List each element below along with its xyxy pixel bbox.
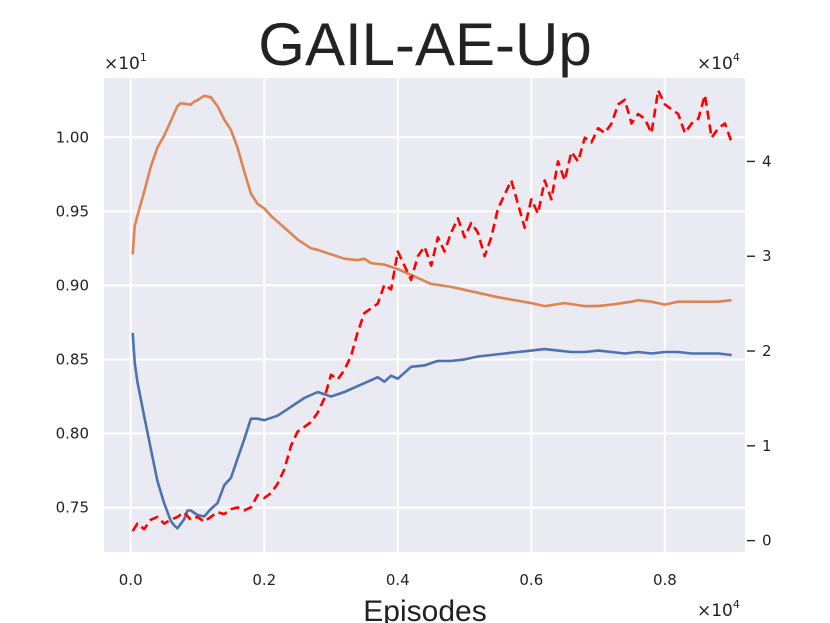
- ticks-layer: 0.0 0.2 0.4 0.6 0.8 0.75 0.80 0.85 0.90 0.95 1.00 0…: [56, 128, 772, 589]
- y2-axis-multiplier: ×104: [697, 51, 740, 74]
- y-tick-label: 1.00: [56, 128, 89, 146]
- x-axis-label: Episodes: [363, 595, 486, 623]
- series-line-2: [131, 332, 732, 530]
- series-layer: [131, 89, 733, 532]
- y-tick-label: 0.85: [56, 350, 89, 368]
- y2-tick-label: 1: [762, 437, 772, 455]
- x-tick-label: 0.2: [252, 571, 276, 589]
- plot-background: [104, 78, 745, 552]
- y-tick-label: 0.75: [56, 499, 89, 517]
- x-tick-label: 0.4: [386, 571, 410, 589]
- y2-tick-label: 0: [762, 532, 772, 550]
- y-tick-label: 0.95: [56, 202, 89, 220]
- chart-title: GAIL-AE-Up: [258, 11, 591, 78]
- y-tick-label: 0.90: [56, 276, 89, 294]
- x-tick-label: 0.0: [119, 571, 143, 589]
- y2-tick-label: 2: [762, 342, 772, 360]
- series-line-3: [131, 89, 733, 532]
- y2-tick-label: 4: [762, 152, 772, 170]
- x-tick-label: 0.6: [519, 571, 543, 589]
- series-line-1: [131, 94, 732, 308]
- x-tick-label: 0.8: [653, 571, 677, 589]
- y-tick-label: 0.80: [56, 425, 89, 443]
- y-axis-multiplier: ×101: [104, 51, 147, 74]
- y2-tick-label: 3: [762, 247, 772, 265]
- x-axis-multiplier: ×104: [697, 598, 740, 621]
